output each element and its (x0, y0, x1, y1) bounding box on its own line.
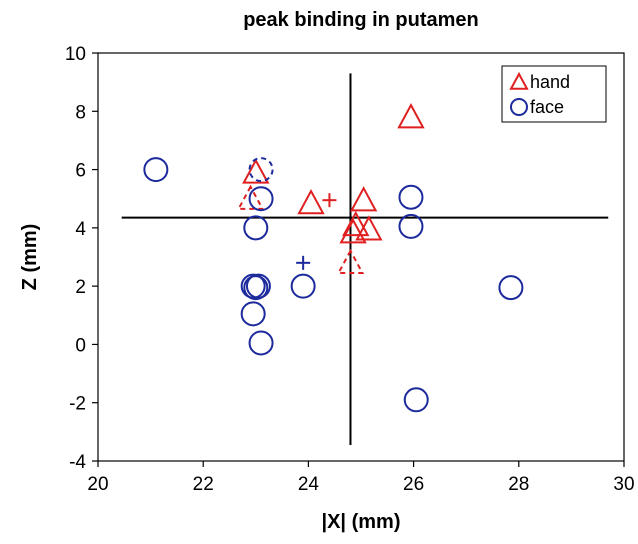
x-tick-label: 26 (403, 474, 424, 495)
face-point (240, 301, 266, 327)
chart-title: peak binding in putamen (243, 9, 479, 31)
face-point (248, 157, 274, 183)
hand-point (355, 215, 383, 241)
hand-point (349, 186, 378, 212)
legend-label-face: face (530, 97, 564, 117)
x-tick-label: 22 (193, 474, 214, 495)
axes (92, 52, 625, 467)
face-point (403, 387, 429, 413)
face-point (248, 330, 274, 356)
y-tick-label: 8 (75, 102, 86, 123)
x-tick-label: 20 (87, 474, 108, 495)
face-point (243, 275, 269, 301)
face-point (290, 273, 316, 299)
legend-label-hand: hand (530, 72, 570, 92)
face-mean-marker (296, 255, 311, 270)
y-tick-label: 0 (75, 335, 86, 356)
x-axis-label: |X| (mm) (322, 511, 401, 533)
y-tick-label: 6 (75, 161, 86, 182)
face-point (143, 157, 169, 183)
face-point (243, 215, 269, 241)
x-tick-label: 24 (298, 474, 320, 495)
hand-point (397, 103, 425, 129)
face-point (498, 275, 524, 301)
data-points (143, 103, 524, 413)
x-tick-label: 30 (613, 474, 634, 495)
y-tick-label: 2 (75, 277, 86, 298)
hand-point (242, 158, 270, 184)
face-point (240, 273, 266, 299)
face-point (398, 213, 424, 239)
hand-point (342, 210, 370, 237)
hand-point (297, 188, 325, 215)
legend-triangle-icon (509, 71, 529, 90)
legend: hand face (501, 65, 607, 123)
face-point (398, 184, 424, 210)
y-tick-label: -2 (69, 394, 86, 415)
hand-point (339, 218, 367, 244)
plot-frame (97, 52, 625, 462)
x-tick-label: 28 (508, 474, 529, 495)
crosshair (121, 73, 609, 445)
legend-circle-icon (510, 98, 528, 116)
hand-point (236, 184, 265, 210)
face-point (248, 186, 274, 212)
y-tick-label: -4 (69, 452, 86, 473)
y-tick-label: 10 (65, 44, 86, 65)
y-tick-label: 4 (75, 219, 86, 240)
face-point (245, 273, 271, 299)
hand-point (336, 248, 365, 275)
hand-mean-marker (322, 193, 337, 208)
y-axis-label: Z (mm) (19, 224, 41, 291)
